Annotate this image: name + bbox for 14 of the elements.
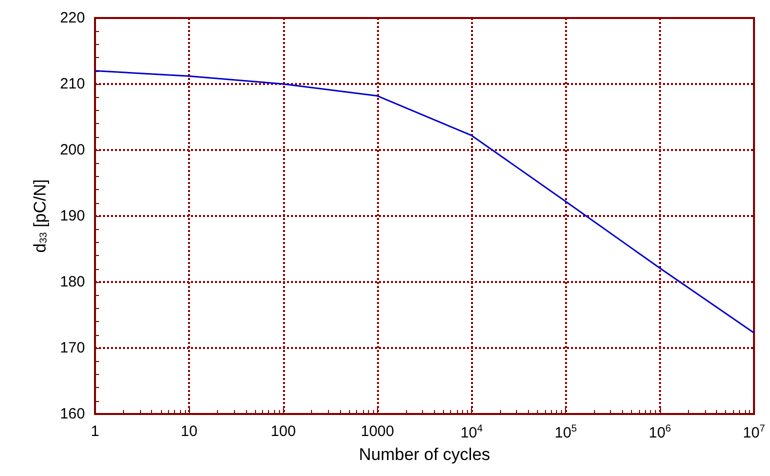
y-axis-title: d33 [pC/N] [30,179,50,253]
y-tick-label: 170 [60,340,85,356]
x-tick-label: 1 [90,423,100,440]
x-axis-title: Number of cycles [358,445,490,464]
x-tick-label: 10 [180,423,198,440]
x-tick-label: 1000 [360,423,394,440]
y-tick-label: 180 [60,274,85,290]
y-tick-label: 190 [60,208,85,224]
line-series [94,70,755,334]
y-tick-label: 220 [60,10,85,26]
x-tick-label: 100 [270,423,296,440]
y-tick-label: 160 [60,406,85,422]
y-tick-label: 210 [60,76,85,92]
y-tick-label: 200 [60,142,85,158]
